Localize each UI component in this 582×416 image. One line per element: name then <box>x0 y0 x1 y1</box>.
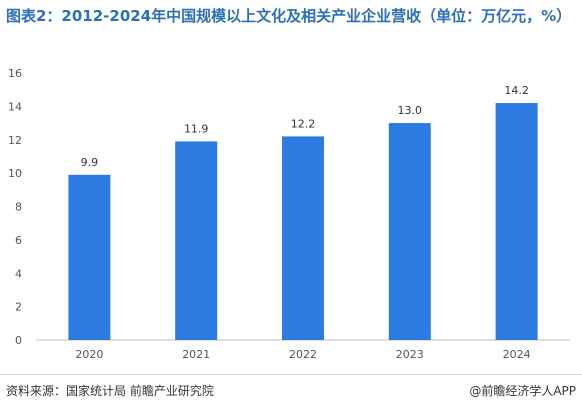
x-tick-label-2022: 2022 <box>289 348 317 361</box>
y-tick-label: 16 <box>8 67 22 80</box>
source-note: 资料来源：国家统计局 前瞻产业研究院 <box>6 384 214 398</box>
y-tick-label: 4 <box>15 267 22 280</box>
y-tick-label: 0 <box>15 334 22 347</box>
footer: 资料来源：国家统计局 前瞻产业研究院 @前瞻经济学人APP <box>6 382 576 402</box>
y-tick-label: 10 <box>8 167 22 180</box>
x-tick-label-2024: 2024 <box>503 348 531 361</box>
bar-2024 <box>495 103 538 340</box>
y-tick-label: 6 <box>15 234 22 247</box>
x-tick-label-2021: 2021 <box>182 348 210 361</box>
data-label-2021: 11.9 <box>184 122 209 135</box>
bar-2022 <box>282 136 324 340</box>
bar-2023 <box>388 123 431 340</box>
y-tick-label: 8 <box>15 201 22 214</box>
bar-2020 <box>68 174 111 340</box>
chart-title: 图表2：2012-2024年中国规模以上文化及相关产业企业营收（单位：万亿元，%… <box>6 7 572 25</box>
y-tick-label: 12 <box>8 134 22 147</box>
data-label-2024: 14.2 <box>504 84 529 97</box>
x-tick-label-2020: 2020 <box>75 348 103 361</box>
bar-2021 <box>175 141 218 340</box>
data-label-2023: 13.0 <box>398 104 423 117</box>
y-tick-label: 14 <box>8 100 22 113</box>
y-tick-label: 2 <box>15 301 22 314</box>
brand-credit: @前瞻经济学人APP <box>469 384 576 398</box>
x-tick-label-2023: 2023 <box>396 348 424 361</box>
footer-divider <box>0 374 582 375</box>
data-label-2020: 9.9 <box>81 156 99 169</box>
data-label-2022: 12.2 <box>291 117 316 130</box>
